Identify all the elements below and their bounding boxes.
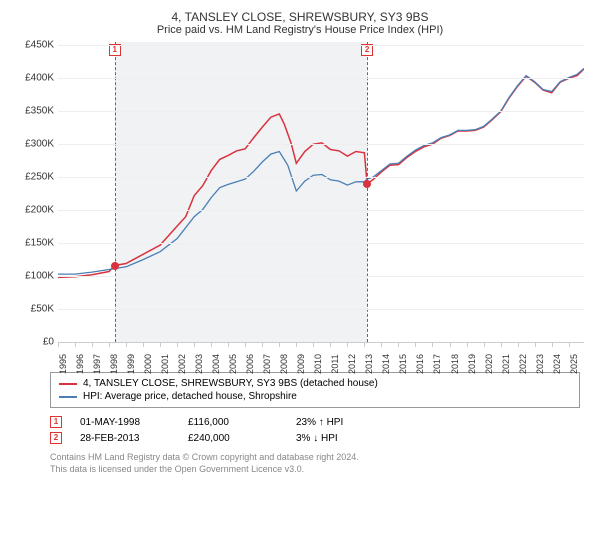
x-tick-label: 2003 xyxy=(194,354,204,374)
y-tick-label: £150K xyxy=(25,238,54,249)
x-tick-label: 2004 xyxy=(211,354,221,374)
x-tick-label: 2005 xyxy=(228,354,238,374)
x-tick-label: 2016 xyxy=(415,354,425,374)
y-tick-label: £250K xyxy=(25,172,54,183)
x-tick-label: 1997 xyxy=(92,354,102,374)
x-axis: 1995 1996 1997 1998 1999 2000 2001 2002 2003 2004… xyxy=(58,342,584,372)
chart-area: £0 £50K £100K £150K £200K £250K £300K £350K £400… xyxy=(16,42,584,372)
x-tick-label: 2020 xyxy=(484,354,494,374)
x-tick-label: 1996 xyxy=(75,354,85,374)
legend-item: HPI: Average price, detached house, Shro… xyxy=(59,390,571,403)
legend-box: 4, TANSLEY CLOSE, SHREWSBURY, SY3 9BS (d… xyxy=(50,372,580,408)
legend-label: HPI: Average price, detached house, Shro… xyxy=(83,391,297,402)
x-tick-label: 2018 xyxy=(450,354,460,374)
legend-swatch xyxy=(59,383,77,385)
series-line xyxy=(58,69,584,277)
gridline xyxy=(58,309,584,310)
x-tick-label: 2017 xyxy=(432,354,442,374)
x-tick-label: 2024 xyxy=(552,354,562,374)
sale-marker-icon: 2 xyxy=(50,432,62,444)
x-tick-label: 2022 xyxy=(518,354,528,374)
gridline xyxy=(58,45,584,46)
x-tick-label: 2006 xyxy=(245,354,255,374)
footnote-line: Contains HM Land Registry data © Crown c… xyxy=(50,452,580,464)
footnote: Contains HM Land Registry data © Crown c… xyxy=(50,452,580,475)
x-tick-label: 2010 xyxy=(313,354,323,374)
footnote-line: This data is licensed under the Open Gov… xyxy=(50,464,580,476)
sale-point xyxy=(111,262,119,270)
sale-vline xyxy=(115,42,116,342)
x-tick-label: 2014 xyxy=(381,354,391,374)
sale-delta: 23% ↑ HPI xyxy=(296,417,386,428)
gridline xyxy=(58,144,584,145)
x-tick-label: 1999 xyxy=(126,354,136,374)
gridline xyxy=(58,78,584,79)
y-tick-label: £200K xyxy=(25,205,54,216)
sale-row: 2 28-FEB-2013 £240,000 3% ↓ HPI xyxy=(50,430,580,446)
y-tick-label: £100K xyxy=(25,271,54,282)
x-tick-label: 2012 xyxy=(347,354,357,374)
y-tick-label: £0 xyxy=(43,337,54,348)
gridline xyxy=(58,111,584,112)
y-tick-label: £300K xyxy=(25,139,54,150)
x-tick-label: 2023 xyxy=(535,354,545,374)
sale-row: 1 01-MAY-1998 £116,000 23% ↑ HPI xyxy=(50,414,580,430)
sale-delta: 3% ↓ HPI xyxy=(296,433,386,444)
x-tick-label: 2007 xyxy=(262,354,272,374)
x-tick-label: 2001 xyxy=(160,354,170,374)
gridline xyxy=(58,276,584,277)
sale-vline xyxy=(367,42,368,342)
sale-price: £116,000 xyxy=(188,417,278,428)
x-tick-label: 2013 xyxy=(364,354,374,374)
x-tick-label: 2000 xyxy=(143,354,153,374)
sale-date: 28-FEB-2013 xyxy=(80,433,170,444)
gridline xyxy=(58,243,584,244)
legend-swatch xyxy=(59,396,77,398)
chart-subtitle: Price paid vs. HM Land Registry's House … xyxy=(10,24,590,36)
line-series-svg xyxy=(58,42,584,342)
x-tick-label: 2019 xyxy=(467,354,477,374)
plot-region: 12 xyxy=(58,42,584,342)
sale-date: 01-MAY-1998 xyxy=(80,417,170,428)
gridline xyxy=(58,210,584,211)
x-tick-label: 1995 xyxy=(58,354,68,374)
sale-point xyxy=(363,180,371,188)
x-tick-label: 1998 xyxy=(109,354,119,374)
x-tick-label: 2021 xyxy=(501,354,511,374)
x-tick-label: 2009 xyxy=(296,354,306,374)
sales-table: 1 01-MAY-1998 £116,000 23% ↑ HPI 2 28-FEB-201… xyxy=(50,414,580,446)
sale-price: £240,000 xyxy=(188,433,278,444)
x-tick-label: 2015 xyxy=(398,354,408,374)
legend-item: 4, TANSLEY CLOSE, SHREWSBURY, SY3 9BS (d… xyxy=(59,377,571,390)
x-tick-label: 2011 xyxy=(330,354,340,373)
gridline xyxy=(58,177,584,178)
x-tick-label: 2025 xyxy=(569,354,579,374)
sale-marker-icon: 1 xyxy=(50,416,62,428)
x-axis-line xyxy=(58,342,584,343)
y-tick-label: £400K xyxy=(25,73,54,84)
legend-label: 4, TANSLEY CLOSE, SHREWSBURY, SY3 9BS (d… xyxy=(83,378,378,389)
x-tick-label: 2008 xyxy=(279,354,289,374)
y-tick-label: £350K xyxy=(25,106,54,117)
y-tick-label: £450K xyxy=(25,40,54,51)
x-tick-label: 2002 xyxy=(177,354,187,374)
y-tick-label: £50K xyxy=(31,304,54,315)
chart-title: 4, TANSLEY CLOSE, SHREWSBURY, SY3 9BS xyxy=(10,10,590,24)
